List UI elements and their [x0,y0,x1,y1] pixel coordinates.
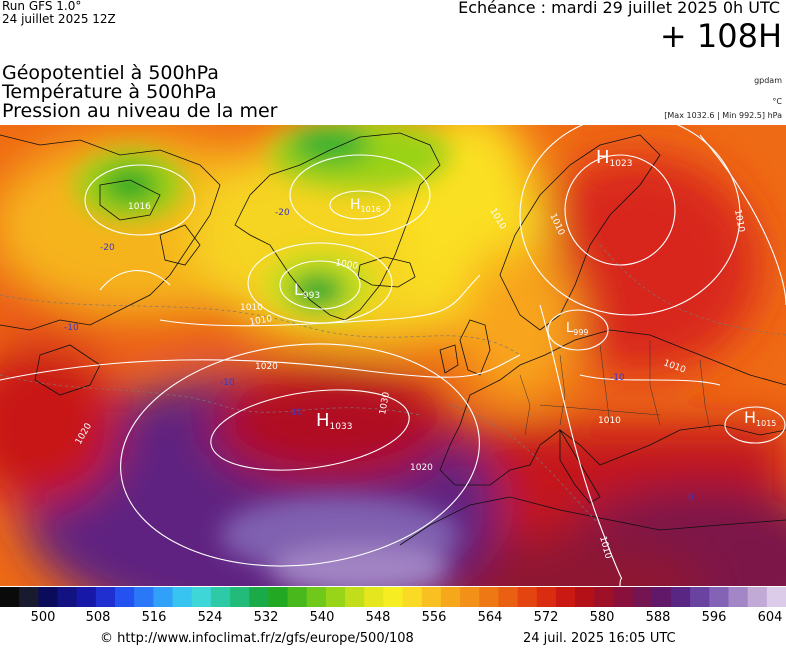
coastlines [0,132,786,546]
run-date-label: 24 juillet 2025 12Z [2,12,116,26]
isobars [0,125,786,586]
colorbar-tick-label: 532 [253,610,279,625]
colorbar-swatch [594,587,614,607]
unit-temperature: °C [772,97,782,106]
footer-source-url: © http://www.infoclimat.fr/z/gfs/europe/… [100,631,414,646]
colorbar-swatch [95,587,116,607]
colorbar-swatch [690,587,710,607]
colorbar-tick-label: 540 [309,610,335,625]
isobar-label: 1030 [378,391,392,416]
colorbar-swatch [479,587,499,607]
colorbar-swatch [613,587,634,607]
isotherm-label: -20 [275,208,290,218]
isotherm-label: 0 [688,493,694,503]
pressure-center: H1015 [744,408,776,428]
pressure-minmax: [Max 1032.6 | Min 992.5] hPa [664,111,782,120]
colorbar-swatch [651,587,672,607]
colorbar-swatch [517,587,538,607]
pressure-center: H1033 [316,410,352,432]
colorbar-swatch [115,587,135,607]
colorbar-swatch [670,587,691,607]
colorbar [0,587,786,607]
colorbar-swatch [440,587,461,607]
isobar-label: 1010 [249,314,274,328]
colorbar-swatch [153,587,174,607]
colorbar-tick-label: 524 [197,610,223,625]
field-title-geopotential: Géopotentiel à 500hPa [2,62,219,84]
colorbar-tick-label: 604 [757,610,783,625]
isotherm-label: -10 [220,378,235,388]
unit-geopotential: gpdam [754,76,782,85]
colorbar-swatch [460,587,480,607]
isobar-label: 1000 [334,258,359,272]
isotherm-label: -20 [100,243,115,253]
isobar-label: 1020 [255,362,278,372]
colorbar-tick-label: 516 [141,610,167,625]
isobar-label: 1010 [240,303,263,313]
pressure-center: L993 [294,280,320,301]
colorbar-tick-label: 556 [421,610,447,625]
colorbar-swatch [709,587,729,607]
colorbar-tick-label: 572 [533,610,559,625]
colorbar-swatch [76,587,97,607]
lead-time-label: + 108H [659,17,782,55]
geopotential-field [0,125,786,586]
colorbar-swatch [536,587,557,607]
colorbar-swatch [421,587,442,607]
colorbar-tick-label: 588 [645,610,671,625]
colorbar-tick-label: 500 [30,610,56,625]
colorbar-tick-label: 548 [365,610,391,625]
colorbar-swatch [325,587,346,607]
isobar-label: 1010 [732,209,746,234]
run-model-label: Run GFS 1.0° [2,0,82,13]
pressure-centers: H1023 H1015 H1033 H1016 L993 L999 [294,147,776,432]
isotherm-label: -10 [64,323,79,333]
colorbar-swatch [747,587,768,607]
echeance-label: Echéance : mardi 29 juillet 2025 0h UTC [458,0,780,17]
colorbar-swatch [555,587,576,607]
colorbar-tick-label: 580 [589,610,615,625]
field-title-pressure: Pression au niveau de la mer [2,100,278,122]
colorbar-swatch [134,587,154,607]
colorbar-swatch [19,587,39,607]
pressure-center: H1016 [350,197,381,214]
isobar-label: 1016 [128,202,151,212]
isotherm-label: -10 [610,373,625,383]
colorbar-swatch [287,587,308,607]
colorbar-swatch [632,587,653,607]
pressure-center: H1023 [596,147,632,169]
colorbar-swatch [345,587,365,607]
colorbar-swatch [210,587,231,607]
colorbar-swatch [766,587,786,607]
colorbar-swatch [230,587,250,607]
colorbar-swatch [172,587,193,607]
colorbar-swatch [57,587,78,607]
isotherm-labels: -20 -20 -10 -10 -10 -10 0 [64,208,694,503]
field-title-temperature: Température à 500hPa [2,81,217,103]
colorbar-swatch [498,587,519,607]
isobar-label: 1020 [410,463,433,473]
colorbar-swatch [364,587,384,607]
footer-timestamp: 24 juil. 2025 16:05 UTC [523,631,676,646]
colorbar-swatch [728,587,749,607]
pressure-center: L999 [566,321,589,337]
colorbar-swatch [191,587,212,607]
colorbar-swatch [249,587,269,607]
colorbar-tick-label: 564 [477,610,503,625]
colorbar-swatch [306,587,327,607]
isotherm-label: -10 [288,408,303,418]
colorbar-swatch [38,587,59,607]
colorbar-swatch [0,587,20,607]
colorbar-tick-label: 508 [85,610,111,625]
colorbar-swatch [575,587,595,607]
colorbar-tick-label: 596 [701,610,727,625]
isobar-label: 1010 [598,416,621,426]
colorbar-swatch [268,587,289,607]
colorbar-swatch [383,587,404,607]
colorbar-swatch [402,587,423,607]
